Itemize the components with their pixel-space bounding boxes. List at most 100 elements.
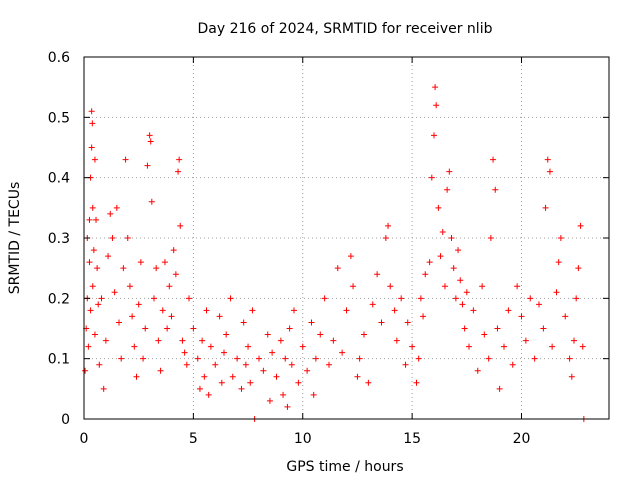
data-point (295, 379, 302, 386)
data-point (218, 379, 225, 386)
data-point (201, 373, 208, 380)
data-point (391, 307, 398, 314)
data-point (426, 259, 433, 266)
data-point (186, 295, 192, 302)
data-point (131, 343, 138, 350)
data-point (437, 253, 444, 260)
data-point (544, 156, 551, 163)
data-point (164, 325, 171, 332)
data-point (522, 337, 529, 344)
data-point (260, 367, 267, 374)
data-point (299, 343, 306, 350)
x-axis-label: GPS time / hours (286, 459, 403, 475)
data-point (168, 313, 175, 320)
data-point (317, 331, 324, 338)
data-point (148, 198, 155, 205)
data-point (385, 222, 392, 229)
data-point (240, 319, 247, 326)
data-point (485, 355, 492, 362)
data-point (566, 355, 573, 362)
data-point (459, 301, 466, 308)
data-point (107, 210, 114, 217)
y-tick-label: 0 (61, 412, 70, 428)
plot-frame (83, 56, 610, 420)
data-point (330, 337, 337, 344)
data-point (93, 216, 100, 223)
data-point (494, 325, 501, 332)
data-point (549, 343, 556, 350)
data-point (374, 271, 381, 278)
data-point (431, 132, 437, 139)
data-point (439, 228, 446, 235)
data-point (470, 307, 477, 314)
data-point (172, 271, 179, 278)
data-point (455, 247, 462, 254)
data-point (474, 367, 481, 374)
data-point (227, 295, 234, 302)
data-point (326, 361, 332, 368)
data-point (245, 343, 252, 350)
data-point (284, 403, 291, 410)
data-point (557, 235, 564, 241)
data-point (113, 204, 120, 211)
data-point (562, 313, 569, 320)
data-point (89, 283, 96, 290)
y-tick-label: 0.5 (48, 110, 70, 126)
data-point (147, 138, 154, 145)
data-point (91, 331, 98, 338)
data-point (129, 313, 136, 320)
data-point (194, 355, 201, 362)
data-point (277, 337, 284, 344)
data-point (91, 156, 98, 163)
data-point (435, 204, 442, 211)
data-point (432, 84, 439, 91)
data-point (350, 283, 357, 290)
data-point (159, 307, 166, 314)
data-point (102, 337, 109, 344)
data-point (457, 277, 464, 284)
data-point (122, 156, 129, 163)
data-point (146, 132, 153, 139)
data-point (282, 355, 289, 362)
data-point (120, 265, 127, 272)
data-point (553, 289, 560, 296)
data-point (85, 343, 92, 350)
data-point (124, 235, 131, 241)
data-point (179, 337, 186, 344)
data-point (256, 355, 262, 362)
data-point (369, 301, 376, 308)
data-point (466, 343, 472, 350)
data-point (461, 325, 468, 332)
data-point (501, 343, 507, 350)
data-point (509, 361, 516, 368)
data-point (398, 295, 405, 302)
data-point (118, 355, 125, 362)
x-tick-label: 0 (80, 431, 89, 447)
data-point (190, 325, 197, 332)
data-point (155, 337, 162, 344)
data-point (420, 313, 427, 320)
data-point (196, 385, 203, 392)
data-point (382, 235, 389, 241)
data-point (409, 343, 416, 350)
data-point (365, 379, 372, 386)
data-point (422, 271, 429, 278)
y-tick-label: 0.3 (48, 231, 70, 247)
data-point (514, 283, 521, 290)
data-point (481, 331, 488, 338)
data-point (291, 307, 297, 314)
x-tick-label: 15 (403, 431, 421, 447)
data-point (133, 373, 140, 380)
data-point (577, 222, 584, 229)
data-point (177, 222, 184, 229)
data-point (242, 361, 249, 368)
data-point (269, 349, 276, 356)
axis-ticks: 0 5 10 15 20 0 0.1 0.2 0.3 0.4 0.5 0.6 (48, 50, 609, 447)
data-point (404, 319, 411, 326)
data-point (492, 186, 499, 193)
data-point (157, 367, 164, 374)
data-point (144, 162, 151, 169)
data-point (96, 361, 103, 368)
data-point (229, 373, 236, 380)
